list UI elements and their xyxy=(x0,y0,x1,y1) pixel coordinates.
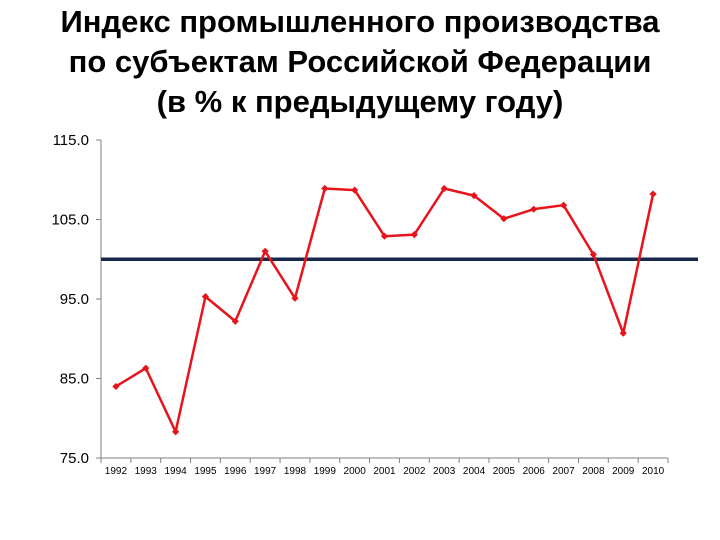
chart-title-line-3: (в % к предыдущему году) xyxy=(156,84,564,119)
data-point-2001 xyxy=(380,232,389,240)
data-point-1993 xyxy=(142,364,150,372)
data-point-2008 xyxy=(589,250,597,259)
data-point-2004 xyxy=(470,192,478,200)
x-tick-label: 2003 xyxy=(433,466,456,477)
series-line xyxy=(115,187,655,434)
data-point-2000 xyxy=(351,186,359,194)
data-point-1995 xyxy=(201,293,210,301)
x-tick-label: 2006 xyxy=(523,466,546,477)
data-point-2005 xyxy=(500,215,508,223)
x-tick-label: 2004 xyxy=(463,466,486,477)
x-tick-label: 1994 xyxy=(164,466,187,477)
x-tick-label: 2000 xyxy=(344,466,367,477)
x-tick-label: 2001 xyxy=(373,466,396,477)
data-point-2003 xyxy=(440,184,448,193)
data-point-1999 xyxy=(321,184,329,193)
chart-title-line-1: Индекс промышленного производства xyxy=(60,4,660,39)
x-tick-label: 1997 xyxy=(254,466,277,477)
y-tick-label: 95.0 xyxy=(60,291,89,308)
data-point-1997 xyxy=(261,247,269,255)
data-point-2006 xyxy=(530,205,538,213)
data-point-1996 xyxy=(231,317,239,325)
x-tick-label: 2002 xyxy=(403,466,426,477)
x-tick-label: 1993 xyxy=(135,466,158,477)
y-tick-label: 85.0 xyxy=(60,371,89,388)
data-point-2009 xyxy=(619,329,627,337)
y-tick-label: 115.0 xyxy=(53,132,89,149)
data-point-2010 xyxy=(649,190,657,198)
data-point-2002 xyxy=(410,231,418,239)
x-tick-label: 2010 xyxy=(642,466,665,477)
x-tick-label: 1995 xyxy=(194,466,217,477)
data-point-1994 xyxy=(172,428,180,436)
x-tick-label: 2007 xyxy=(552,466,575,477)
x-tick-label: 1992 xyxy=(105,466,128,477)
x-tick-label: 1996 xyxy=(224,466,247,477)
x-tick-label: 2008 xyxy=(582,466,605,477)
y-tick-label: 105.0 xyxy=(51,212,89,229)
chart-title: Индекс промышленного производства по суб… xyxy=(0,2,720,122)
x-tick-label: 2009 xyxy=(612,466,635,477)
data-point-1992 xyxy=(112,382,120,391)
y-tick-label: 75.0 xyxy=(60,450,89,467)
x-tick-label: 2005 xyxy=(493,466,516,477)
chart-title-line-2: по субъектам Российской Федерации xyxy=(68,44,652,79)
data-point-1998 xyxy=(291,294,299,302)
x-tick-label: 1998 xyxy=(284,466,307,477)
data-point-2007 xyxy=(559,201,568,209)
x-tick-label: 1999 xyxy=(314,466,337,477)
